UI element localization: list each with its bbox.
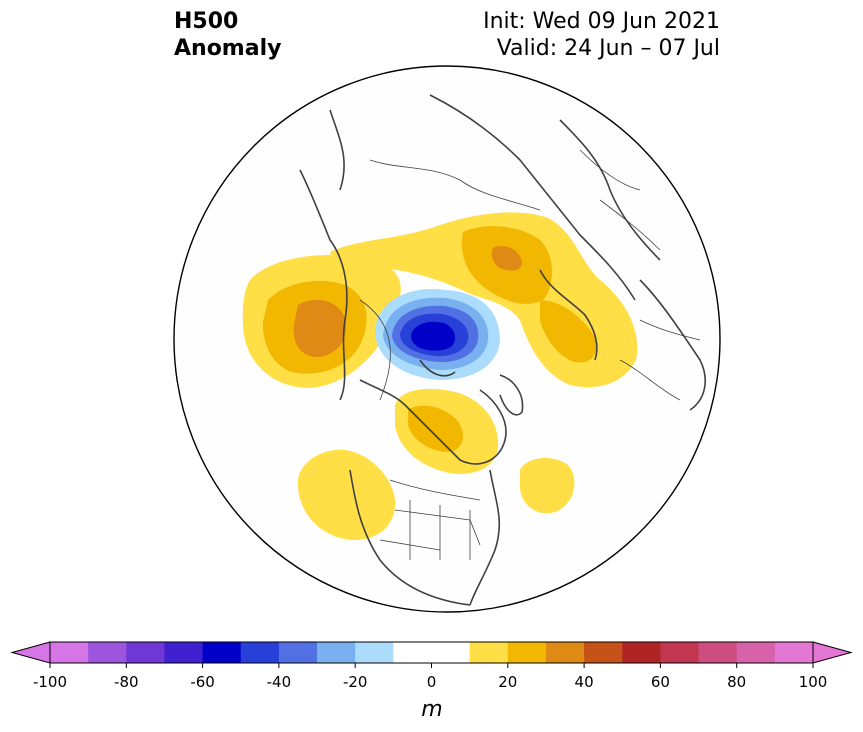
colorbar-segment (736, 642, 776, 663)
valid-range: Valid: 24 Jun – 07 Jul (496, 36, 720, 61)
colorbar-tick-label: 40 (575, 673, 594, 691)
title-line-1: H500 (174, 9, 239, 34)
colorbar-tick-label: -20 (343, 673, 368, 691)
globe-outline (173, 65, 721, 613)
colorbar-tick-label: -60 (190, 673, 215, 691)
colorbar-segment (469, 642, 509, 663)
anomaly-canada-ridge (395, 388, 499, 474)
init-date: Init: Wed 09 Jun 2021 (483, 9, 720, 34)
colorbar-tick-label: -80 (114, 673, 139, 691)
chart-title: H500 Anomaly (174, 8, 281, 62)
globe-map (174, 66, 720, 612)
colorbar-segment (317, 642, 356, 663)
colorbar-tick-label: 80 (727, 673, 746, 691)
colorbar-units: m (421, 697, 442, 722)
colorbar-segment (88, 642, 127, 663)
colorbar-extend-max (812, 641, 853, 664)
colorbar-segment (50, 642, 89, 663)
colorbar: -100 -80 -60 -40 -20 0 20 40 60 80 100 (10, 641, 853, 691)
anomaly-western-us-ridge (297, 449, 396, 540)
anomaly-siberia-ridge (330, 212, 638, 388)
colorbar-segment (698, 642, 738, 663)
colorbar-segment (431, 642, 471, 663)
colorbar-segment (545, 642, 585, 663)
title-line-2: Anomaly (174, 36, 282, 61)
colorbar-tick-label: 60 (651, 673, 670, 691)
colorbar-segment (584, 642, 623, 663)
colorbar-segment (278, 642, 318, 663)
anomaly-alaska-ridge (242, 254, 401, 388)
coastlines (299, 94, 706, 606)
colorbar-segment (126, 642, 165, 663)
valid-dates: Init: Wed 09 Jun 2021 Valid: 24 Jun – 07… (483, 8, 720, 62)
colorbar-segment (660, 642, 700, 663)
anomaly-polar-trough (375, 289, 500, 380)
colorbar-segment (393, 642, 432, 663)
colorbar-tick-label: 100 (799, 673, 828, 691)
colorbar-segment (355, 642, 394, 663)
colorbar-tick-label: 20 (498, 673, 517, 691)
colorbar-segment (507, 642, 547, 663)
colorbar-segment (240, 642, 280, 663)
colorbar-tick-label: -100 (33, 673, 67, 691)
colorbar-extend-min (10, 641, 51, 664)
political-borders (359, 149, 701, 560)
colorbar-segment (774, 642, 814, 663)
colorbar-segment (622, 642, 661, 663)
anomaly-atlantic-ridge (519, 458, 575, 514)
colorbar-tick-label: 0 (427, 673, 437, 691)
colorbar-tick-label: -40 (267, 673, 292, 691)
colorbar-segment (164, 642, 204, 663)
colorbar-segment (202, 642, 242, 663)
